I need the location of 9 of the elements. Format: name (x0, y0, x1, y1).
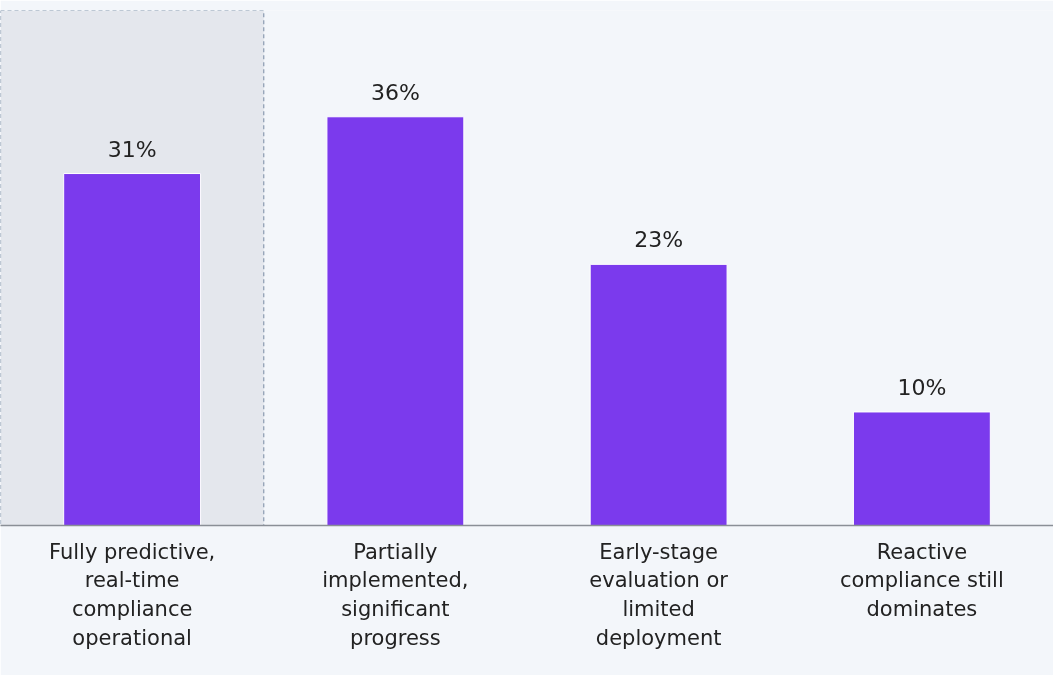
x-tick-label: Fully predictive, real-time compliance operational (49, 539, 216, 650)
data-label: 31% (107, 136, 157, 162)
x-tick-label: Early-stage evaluation or limited deployment (589, 539, 729, 650)
bar (63, 173, 202, 526)
data-label: 10% (897, 374, 947, 400)
data-label: 36% (370, 79, 420, 105)
data-label: 23% (634, 227, 684, 253)
x-tick-label: Partially implemented, significant progress (322, 539, 469, 650)
x-tick-label: Reactive compliance still dominates (839, 539, 1004, 622)
